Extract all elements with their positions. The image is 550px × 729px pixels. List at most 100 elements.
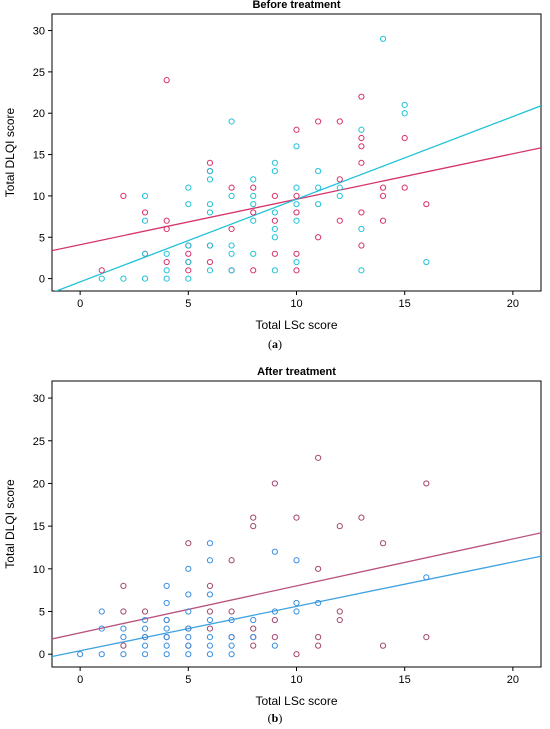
data-point [358,514,365,521]
data-point [250,267,257,274]
chart-title: After treatment [257,366,336,378]
data-point [250,514,257,521]
data-point [293,514,300,521]
y-tick-label: 0 [39,649,45,661]
data-point [228,118,235,125]
data-point [293,599,300,607]
data-point [163,616,170,624]
data-point [250,523,257,530]
panel-label-b: (b) [267,711,283,725]
data-point [98,608,105,615]
data-point [163,625,170,632]
y-tick-label: 20 [33,478,45,490]
data-point [206,242,214,249]
y-axis-label: Total DLQI score [3,479,17,569]
data-point [423,480,430,487]
data-point [293,184,300,191]
data-point [271,267,278,274]
data-point [185,634,192,641]
x-tick-label: 10 [290,298,302,310]
data-point [293,192,300,200]
data-point [358,209,365,216]
data-point [293,250,300,257]
x-tick-label: 15 [399,674,411,686]
data-point [336,184,343,191]
data-point [358,225,365,233]
data-point [271,634,278,641]
data-point [315,454,322,461]
data-point [206,616,214,624]
data-point [98,651,105,658]
data-point [315,634,322,641]
data-point [336,523,343,530]
plot-frame [51,13,542,292]
data-point [358,159,365,166]
data-point [185,201,192,208]
data-point [206,651,214,658]
data-point [271,217,278,224]
data-point [120,192,127,200]
y-tick-label: 25 [33,67,45,79]
data-point [336,217,343,224]
data-point [293,209,300,216]
data-point [206,642,214,649]
data-point [185,540,192,547]
data-point [141,642,149,649]
data-point [250,209,257,216]
y-tick-label: 10 [33,564,45,576]
data-point [228,642,235,649]
data-point [163,77,170,84]
data-point [77,651,84,658]
data-point [315,201,322,208]
data-point [336,608,343,615]
data-point [336,616,343,624]
data-point [98,275,105,282]
x-tick-label: 0 [77,298,83,310]
data-point [206,168,214,175]
data-point [401,184,408,191]
data-point [141,616,149,624]
data-point [271,234,278,241]
data-point [185,625,192,632]
data-point [271,642,278,649]
x-tick-label: 20 [507,674,519,686]
data-point [163,258,170,266]
data-point [423,201,430,208]
data-point [206,625,214,632]
data-point [358,126,365,133]
data-point [206,159,214,166]
data-point [185,565,192,572]
data-point [120,625,127,632]
data-point [141,651,149,658]
data-point [271,608,278,615]
data-point [228,242,235,249]
data-point [271,168,278,175]
data-point [379,184,387,191]
data-point [163,651,170,658]
data-point [293,258,300,266]
x-tick-label: 5 [185,298,191,310]
y-tick-label: 15 [33,521,45,533]
data-point [141,275,149,282]
data-point [315,118,322,125]
chart-before-treatment: Before treatment 0 5 10 15 20 0 5 10 15 20 25 30 Tota… [3,0,542,332]
y-tick-label: 25 [33,436,45,448]
x-axis-label: Total LSc score [255,318,337,332]
data-point [423,574,430,581]
panel-label-a: (a) [268,337,282,351]
data-point [379,35,387,42]
data-point [379,642,387,649]
data-point [336,176,343,183]
data-point [120,634,127,641]
data-point [379,217,387,224]
y-tick-label: 5 [39,232,45,244]
x-axis-label: Total LSc score [255,694,337,708]
data-point [250,642,257,649]
data-point [206,591,214,598]
data-point [185,250,192,257]
data-point [293,557,300,564]
data-point [206,582,214,589]
data-point [163,275,170,282]
data-point [401,134,408,142]
data-point [163,634,170,641]
